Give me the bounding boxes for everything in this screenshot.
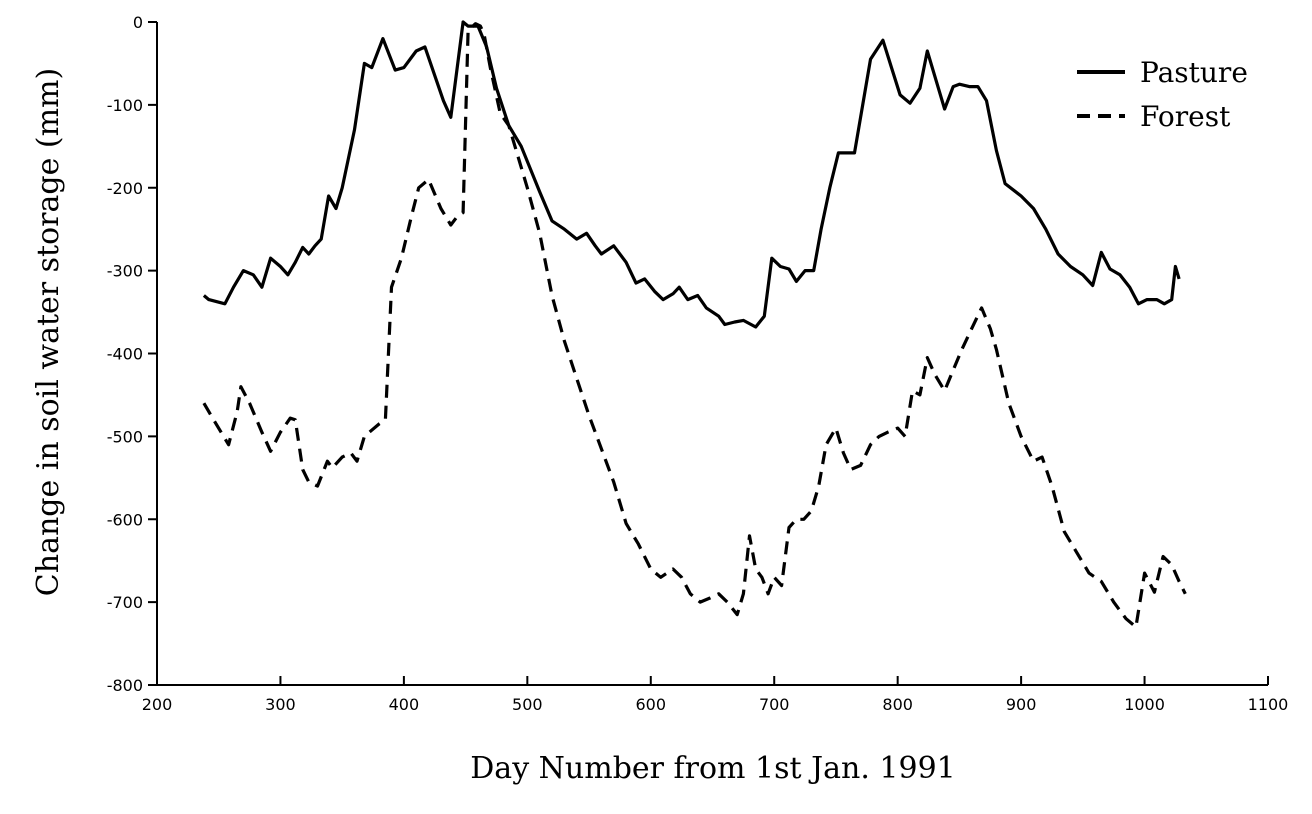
y-tick-label: -800 — [107, 676, 143, 695]
axes — [156, 22, 1268, 686]
y-tick-label: -600 — [107, 510, 143, 529]
y-tick-label: -500 — [107, 427, 143, 446]
x-tick-label: 200 — [142, 695, 173, 714]
x-axis-title: Day Number from 1st Jan. 1991 — [470, 751, 956, 786]
x-tick-label: 800 — [882, 695, 913, 714]
y-axis-title: Change in soil water storage (mm) — [31, 68, 66, 596]
series-line-forest — [202, 22, 1187, 629]
x-tick-label: 300 — [265, 695, 296, 714]
series-line-pasture — [202, 20, 1181, 329]
y-axis-ticks: 0 -100 -200 -300 -400 -500 -600 -700 -800 — [107, 13, 157, 695]
legend-label-forest: Forest — [1140, 100, 1231, 133]
y-tick-label: -400 — [107, 345, 143, 364]
y-tick-label: -700 — [107, 593, 143, 612]
y-tick-label: -200 — [107, 179, 143, 198]
legend-label-pasture: Pasture — [1140, 56, 1248, 89]
y-tick-label: 0 — [133, 13, 143, 32]
y-tick-label: -100 — [107, 96, 143, 115]
x-tick-label: 1100 — [1248, 695, 1289, 714]
x-tick-label: 600 — [636, 695, 667, 714]
legend: Pasture Forest — [1077, 56, 1248, 133]
x-tick-label: 400 — [389, 695, 420, 714]
y-tick-label: -300 — [107, 262, 143, 281]
x-tick-label: 900 — [1006, 695, 1037, 714]
series-layer — [202, 20, 1187, 629]
x-tick-label: 500 — [512, 695, 543, 714]
x-tick-label: 700 — [759, 695, 790, 714]
x-axis-ticks: 200 300 400 500 600 700 800 900 1000 1100 — [142, 676, 1289, 714]
x-tick-label: 1000 — [1124, 695, 1165, 714]
